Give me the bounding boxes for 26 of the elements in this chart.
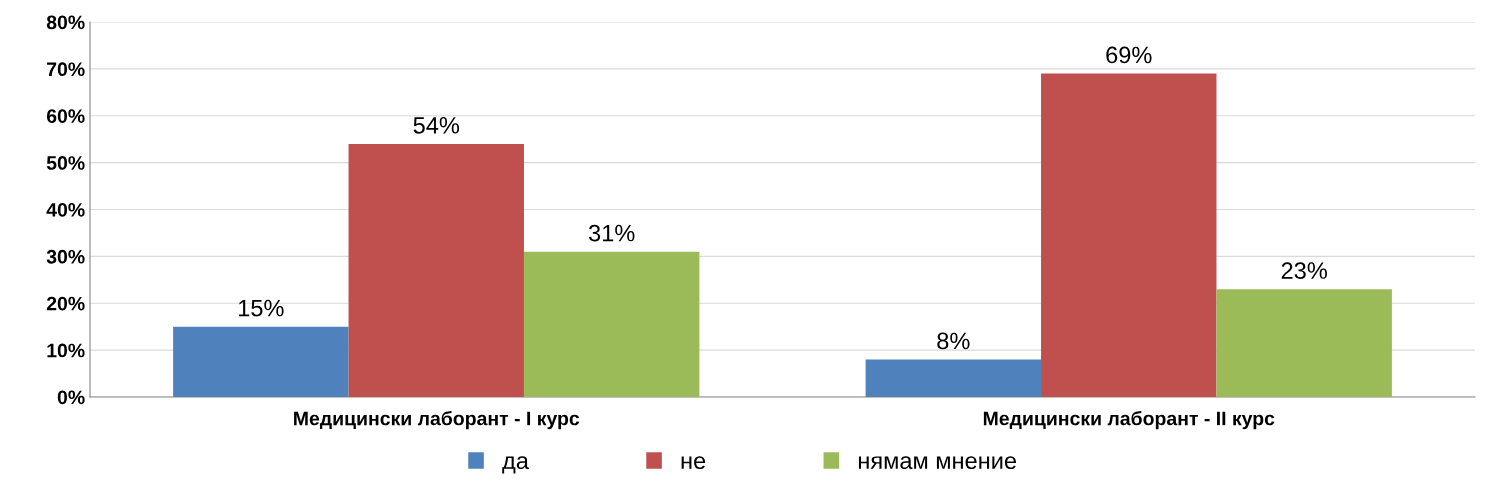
- y-tick-label: 80%: [46, 15, 85, 30]
- x-tick-label: Медицински лаборант - II курс: [983, 410, 1275, 430]
- legend-label: да: [502, 456, 529, 474]
- y-tick-label: 50%: [46, 156, 85, 170]
- bar: [173, 326, 349, 397]
- data-label: 54%: [413, 117, 460, 134]
- bar: [523, 251, 700, 397]
- y-tick-label: 20%: [46, 296, 85, 311]
- y-tick-label: 40%: [46, 202, 85, 217]
- x-tick-label: Медицински лаборант - I курс: [294, 410, 580, 430]
- y-tick-label: 70%: [47, 62, 85, 77]
- data-label: 15%: [238, 299, 284, 317]
- bar: [865, 359, 1042, 397]
- y-tick-label: 0%: [57, 390, 85, 405]
- legend-label: не: [681, 456, 706, 470]
- y-tick-label: 60%: [46, 109, 85, 123]
- data-label: 23%: [1281, 262, 1327, 279]
- data-label: 31%: [588, 224, 635, 242]
- bar: [1216, 289, 1392, 397]
- legend-label: нямам мнение: [858, 456, 1016, 470]
- y-tick-label: 30%: [46, 249, 85, 264]
- data-label: 8%: [937, 332, 970, 350]
- bar: [1041, 73, 1217, 397]
- data-label: 69%: [1106, 46, 1152, 64]
- y-tick-label: 10%: [47, 343, 85, 358]
- bar: [348, 143, 524, 397]
